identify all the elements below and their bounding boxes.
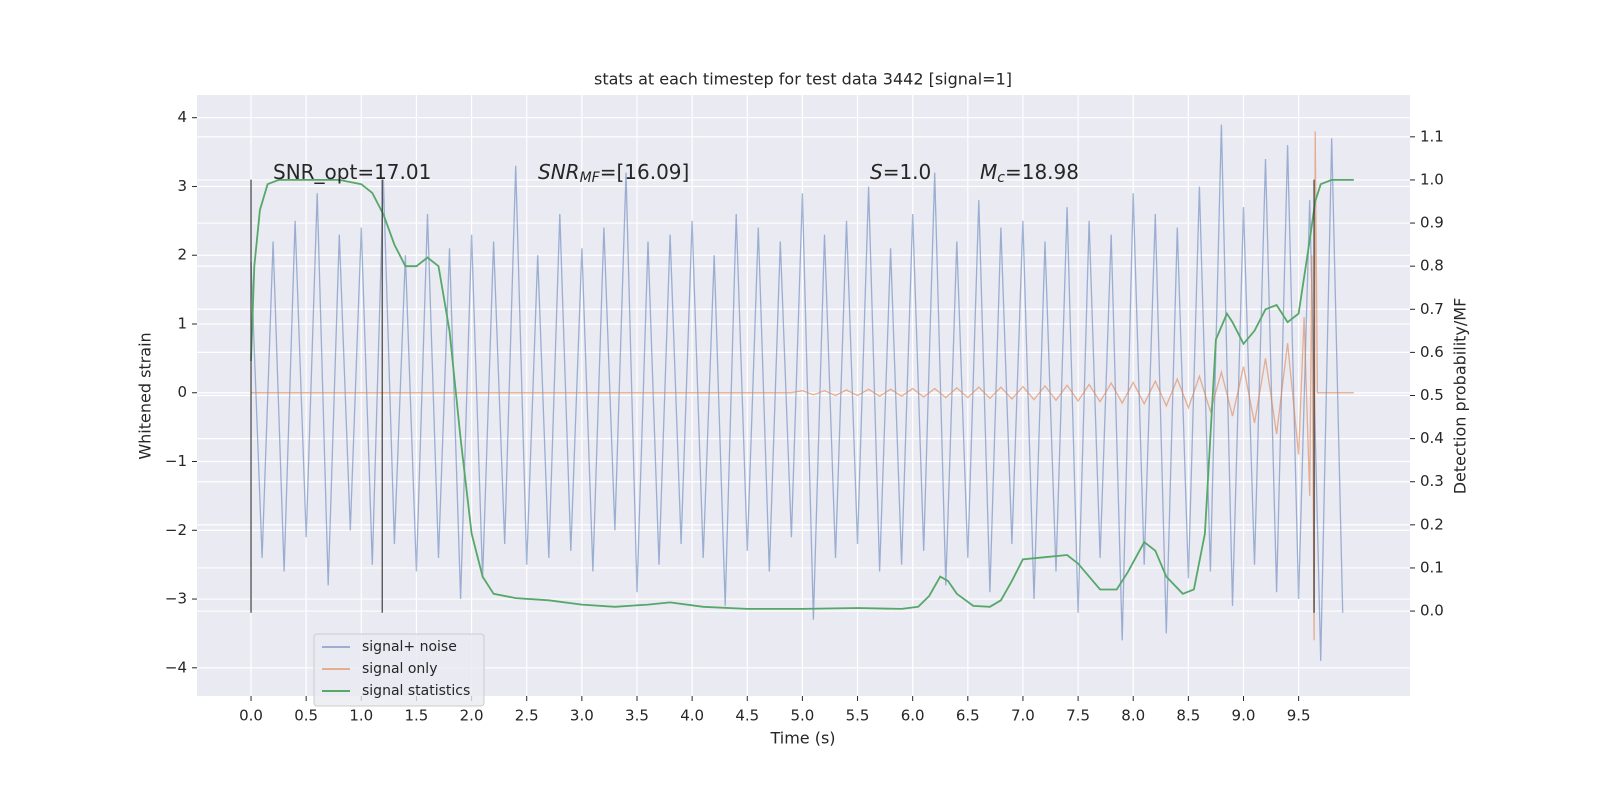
x-tick-label: 8.0 [1121,707,1145,725]
legend-label: signal only [362,661,437,677]
annotation: SNRMF=[16.09] [538,160,689,187]
y2-tick-label: 0.3 [1420,472,1444,490]
x-axis-label: Time (s) [769,729,835,748]
x-tick-label: 3.0 [570,707,594,725]
annotation-symbol: S [870,160,883,184]
y2-tick-label: 0.1 [1420,558,1444,576]
x-tick-label: 5.0 [790,707,814,725]
legend-box [313,633,485,707]
y2-tick-label: 0.9 [1420,214,1444,232]
x-tick-label: 1.5 [405,707,429,725]
y-tick-label: 3 [177,177,187,195]
annotation-subscript: MF [580,170,601,186]
x-tick-label: 2.5 [515,707,539,725]
y2-tick-label: 0.7 [1420,300,1444,318]
x-tick-label: 9.5 [1287,707,1311,725]
annotation-symbol: M [980,160,997,184]
y2-tick-label: 1.1 [1420,127,1444,145]
y2-tick-label: 0.4 [1420,429,1444,447]
x-tick-label: 7.0 [1011,707,1035,725]
y-tick-label: −3 [165,590,187,608]
y2-tick-label: 0.5 [1420,386,1444,404]
x-tick-label: 1.0 [349,707,373,725]
legend-label: signal+ noise [362,639,457,655]
series-line [250,124,1344,661]
x-tick-label: 2.0 [460,707,484,725]
annotation-value: =1.0 [883,160,932,184]
x-tick-label: 3.5 [625,707,649,725]
chart-title: stats at each timestep for test data 344… [594,70,1012,89]
annotation: SNR_opt=17.01 [273,160,431,184]
x-tick-label: 7.5 [1066,707,1090,725]
x-tick-label: 0.5 [294,707,318,725]
annotation-text: SNR_opt=17.01 [273,160,431,184]
y2-tick-label: 0.2 [1420,515,1444,533]
annotation-symbol: SNR [538,160,580,184]
y2-tick-label: 0.8 [1420,257,1444,275]
annotation-value: =18.98 [1005,160,1079,184]
x-tick-label: 0.0 [239,707,263,725]
annotation-subscript: c [997,170,1005,186]
y-tick-label: −4 [165,658,187,676]
y-tick-label: 2 [177,246,187,264]
y2-tick-label: 0.6 [1420,343,1444,361]
y-tick-label: 4 [177,108,187,126]
y-tick-label: 1 [177,314,187,332]
y2-tick-label: 1.0 [1420,170,1444,188]
legend-label: signal statistics [362,683,470,699]
y-tick-label: −2 [165,521,187,539]
y2-axis-label: Detection probability/MF [1451,298,1470,495]
x-tick-label: 9.0 [1232,707,1256,725]
series-line [251,131,1354,641]
annotation-value: =[16.09] [600,160,690,184]
x-tick-label: 5.5 [846,707,870,725]
y-tick-label: 0 [177,383,187,401]
x-tick-label: 4.5 [735,707,759,725]
x-tick-label: 8.5 [1176,707,1200,725]
x-tick-label: 4.0 [680,707,704,725]
annotation: S=1.0 [870,160,931,184]
annotation: Mc=18.98 [980,160,1079,187]
x-tick-label: 6.0 [901,707,925,725]
x-tick-label: 6.5 [956,707,980,725]
y-axis-label: Whitened strain [136,332,155,459]
y2-tick-label: 0.0 [1420,602,1444,620]
y-tick-label: −1 [165,452,187,470]
series-line [250,179,1354,610]
